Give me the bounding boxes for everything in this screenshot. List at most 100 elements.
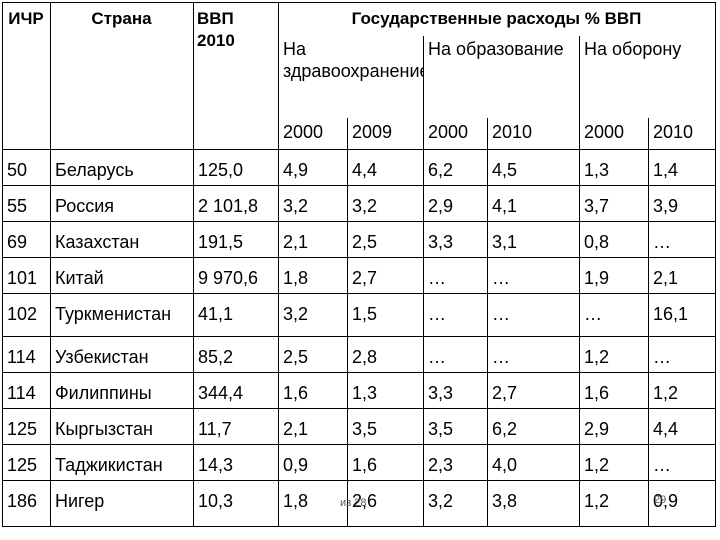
cell-country: Россия xyxy=(50,185,194,222)
cell-value: 3,3 xyxy=(423,372,488,409)
cell-value: … xyxy=(423,257,488,294)
cell-value: 1,5 xyxy=(347,293,424,337)
cell-value: 2,1 xyxy=(648,257,716,294)
table-row: 125 Таджикистан 14,3 0,9 1,6 2,3 4,0 1,2… xyxy=(2,444,716,481)
cell-rank: 114 xyxy=(2,372,51,409)
cell-country: Беларусь xyxy=(50,149,194,186)
cell-rank: 102 xyxy=(2,293,51,337)
cell-value: 3,9 xyxy=(648,185,716,222)
cell-value: 2,1 xyxy=(278,408,348,445)
cell-country: Таджикистан xyxy=(50,444,194,481)
cell-gdp: 191,5 xyxy=(193,221,279,258)
cell-rank: 125 xyxy=(2,408,51,445)
cell-gdp: 10,3 xyxy=(193,480,279,527)
cell-value: 1,3 xyxy=(579,149,649,186)
cell-gdp: 9 970,6 xyxy=(193,257,279,294)
cell-gdp: 41,1 xyxy=(193,293,279,337)
cell-value: 1,6 xyxy=(278,372,348,409)
cell-gdp: 344,4 xyxy=(193,372,279,409)
cell-value: 3,1 xyxy=(487,221,580,258)
cell-value: 4,4 xyxy=(347,149,424,186)
cell-value: 3,2 xyxy=(278,293,348,337)
table-row: 125 Кыргызстан 11,7 2,1 3,5 3,5 6,2 2,9 4,4 xyxy=(2,408,716,445)
cell-value: 0,8 xyxy=(579,221,649,258)
data-table: На здравоохранение На образование На обо… xyxy=(2,2,716,527)
cell-rank: 114 xyxy=(2,336,51,373)
cell-gdp: 14,3 xyxy=(193,444,279,481)
table-row: 114 Филиппины 344,4 1,6 1,3 3,3 2,7 1,6 1,2 xyxy=(2,372,716,409)
cell-gdp: 125,0 xyxy=(193,149,279,186)
cell-value: 1,2 xyxy=(579,444,649,481)
header-spending: Государственные расходы % ВВП xyxy=(351,9,642,28)
cell-rank: 50 xyxy=(2,149,51,186)
cell-value: 1,6 xyxy=(579,372,649,409)
header-rank: ИЧР xyxy=(8,9,44,28)
spending-table: ИЧР Страна ВВП 2010 Государственные расх… xyxy=(2,2,715,148)
cell-country: Туркменистан xyxy=(50,293,194,337)
cell-country: Казахстан xyxy=(50,221,194,258)
cell-value: 3,3 xyxy=(423,221,488,258)
cell-rank: 55 xyxy=(2,185,51,222)
cell-value: 2,9 xyxy=(423,185,488,222)
cell-value: 0,9 xyxy=(648,480,716,527)
cell-value: 3,2 xyxy=(278,185,348,222)
cell-value: 2,9 xyxy=(579,408,649,445)
cell-value: 2,1 xyxy=(278,221,348,258)
cell-value: … xyxy=(423,336,488,373)
header-education: На образование xyxy=(423,35,580,118)
cell-value: 2,8 xyxy=(347,336,424,373)
cell-value: 1,2 xyxy=(648,372,716,409)
cell-value: … xyxy=(487,293,580,337)
cell-value: 1,9 xyxy=(579,257,649,294)
year-health-2000: 2000 xyxy=(278,117,348,150)
footer-source: из 28 xyxy=(340,497,367,509)
cell-value: 16,1 xyxy=(648,293,716,337)
table-row: 69 Казахстан 191,5 2,1 2,5 3,3 3,1 0,8… xyxy=(2,221,716,258)
table-row: 186 Нигер 10,3 1,8 2,6 3,2 3,8 1,2 0,9 xyxy=(2,480,716,527)
cell-value: 3,5 xyxy=(423,408,488,445)
cell-value: 3,7 xyxy=(579,185,649,222)
cell-value: 4,4 xyxy=(648,408,716,445)
cell-country: Кыргызстан xyxy=(50,408,194,445)
cell-value: … xyxy=(423,293,488,337)
cell-value: 3,5 xyxy=(347,408,424,445)
cell-value: 3,8 xyxy=(487,480,580,527)
cell-value: 2,5 xyxy=(347,221,424,258)
table-row: 102 Туркменистан 41,1 3,2 1,5……… 16,1 xyxy=(2,293,716,337)
cell-value: 2,3 xyxy=(423,444,488,481)
cell-value: … xyxy=(648,444,716,481)
table-row: 114 Узбекистан 85,2 2,5 2,8…… 1,2… xyxy=(2,336,716,373)
cell-value: … xyxy=(579,293,649,337)
cell-value: 1,4 xyxy=(648,149,716,186)
cell-gdp: 85,2 xyxy=(193,336,279,373)
cell-gdp: 11,7 xyxy=(193,408,279,445)
cell-value: … xyxy=(648,221,716,258)
cell-value: 2,6 xyxy=(347,480,424,527)
cell-value: 4,5 xyxy=(487,149,580,186)
cell-rank: 186 xyxy=(2,480,51,527)
cell-value: 3,2 xyxy=(423,480,488,527)
cell-value: 0,9 xyxy=(278,444,348,481)
table-row: 55 Россия 2 101,8 3,2 3,2 2,9 4,1 3,7 3,9 xyxy=(2,185,716,222)
cell-value: 1,2 xyxy=(579,336,649,373)
cell-value: 2,7 xyxy=(487,372,580,409)
cell-value: 2,5 xyxy=(278,336,348,373)
table-row: 101 Китай 9 970,6 1,8 2,7…… 1,9 2,1 xyxy=(2,257,716,294)
cell-value: 6,2 xyxy=(487,408,580,445)
cell-rank: 69 xyxy=(2,221,51,258)
cell-value: 4,0 xyxy=(487,444,580,481)
cell-value: 1,3 xyxy=(347,372,424,409)
header-gdp: ВВП 2010 xyxy=(197,9,235,50)
cell-country: Филиппины xyxy=(50,372,194,409)
cell-value: … xyxy=(648,336,716,373)
cell-value: 6,2 xyxy=(423,149,488,186)
cell-country: Нигер xyxy=(50,480,194,527)
cell-country: Китай xyxy=(50,257,194,294)
cell-gdp: 2 101,8 xyxy=(193,185,279,222)
cell-rank: 125 xyxy=(2,444,51,481)
cell-value: 1,8 xyxy=(278,480,348,527)
cell-value: 1,6 xyxy=(347,444,424,481)
cell-value: 1,8 xyxy=(278,257,348,294)
header-defense: На оборону xyxy=(579,35,716,118)
cell-value: 2,7 xyxy=(347,257,424,294)
